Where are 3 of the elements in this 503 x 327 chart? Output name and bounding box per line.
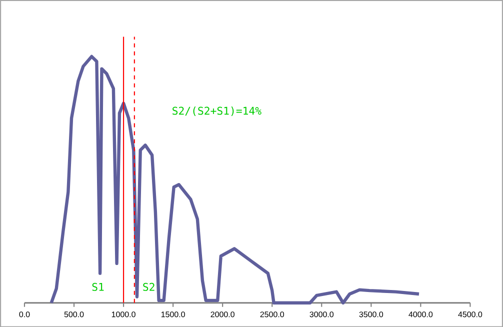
annotation: S2 [143,282,154,291]
annotation: S1 [92,282,104,291]
annotation: S2/(S2+S1)=14% [172,106,262,116]
